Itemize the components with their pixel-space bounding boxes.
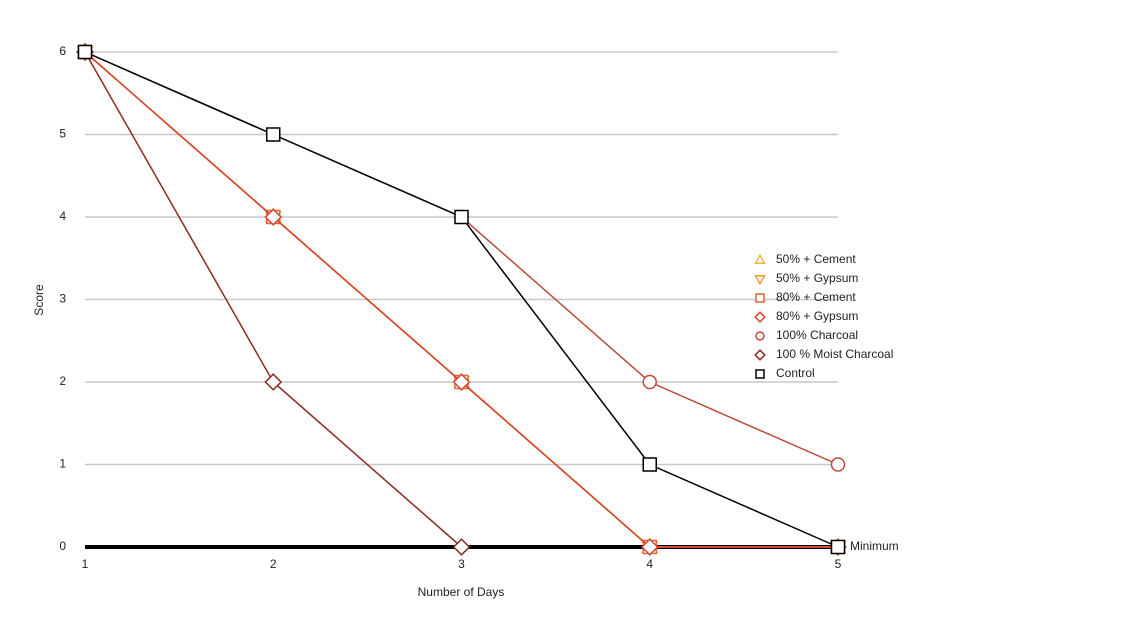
marker <box>755 369 765 379</box>
legend-item: 50% + Gypsum <box>754 271 858 286</box>
marker <box>77 44 93 60</box>
legend-label: 100% Charcoal <box>776 328 858 342</box>
legend-label: 80% + Cement <box>776 290 856 304</box>
x-axis-label: Number of Days <box>418 585 505 599</box>
x-tick-label: 3 <box>458 557 465 571</box>
marker <box>754 349 766 361</box>
legend-item: 80% + Gypsum <box>754 309 858 323</box>
legend-item: 100% Charcoal <box>755 328 858 342</box>
series <box>76 46 847 557</box>
legend-label: 80% + Gypsum <box>776 309 858 323</box>
y-tick-label: 3 <box>59 292 66 306</box>
marker <box>642 457 657 472</box>
x-tick-label: 2 <box>270 557 277 571</box>
series <box>76 42 847 553</box>
legend-item: 80% + Cement <box>755 290 856 304</box>
legend-label: 50% + Cement <box>776 252 856 266</box>
y-tick-label: 4 <box>59 209 66 223</box>
marker <box>755 331 765 341</box>
x-tick-label: 4 <box>646 557 653 571</box>
marker <box>640 538 659 556</box>
y-tick-label: 2 <box>59 374 66 388</box>
marker <box>454 209 469 225</box>
legend-label: 100 % Moist Charcoal <box>776 347 893 361</box>
x-tick-label: 5 <box>835 557 842 571</box>
marker <box>830 457 846 472</box>
series <box>77 44 846 472</box>
reference-label: Minimum <box>850 539 899 553</box>
series-line <box>84 51 839 466</box>
legend-label: 50% + Gypsum <box>776 271 858 285</box>
marker <box>754 311 766 323</box>
marker <box>754 275 766 286</box>
legend-item: 100 % Moist Charcoal <box>754 347 893 361</box>
legend-item: 50% + Cement <box>754 252 856 266</box>
marker <box>754 253 766 264</box>
y-tick-label: 5 <box>59 127 66 141</box>
marker <box>755 293 765 303</box>
marker <box>830 539 846 555</box>
marker <box>264 208 283 226</box>
y-tick-label: 0 <box>59 539 66 553</box>
x-tick-label: 1 <box>82 557 89 571</box>
marker <box>452 373 471 391</box>
marker <box>264 373 283 391</box>
marker <box>452 538 471 556</box>
legend-item: Control <box>755 366 815 380</box>
y-axis-label: Score <box>32 284 46 316</box>
y-tick-label: 1 <box>59 457 66 471</box>
legend-label: Control <box>776 366 815 380</box>
marker <box>642 374 657 390</box>
series <box>77 44 846 555</box>
series <box>76 43 471 556</box>
y-tick-label: 6 <box>59 44 66 58</box>
marker <box>266 127 281 142</box>
